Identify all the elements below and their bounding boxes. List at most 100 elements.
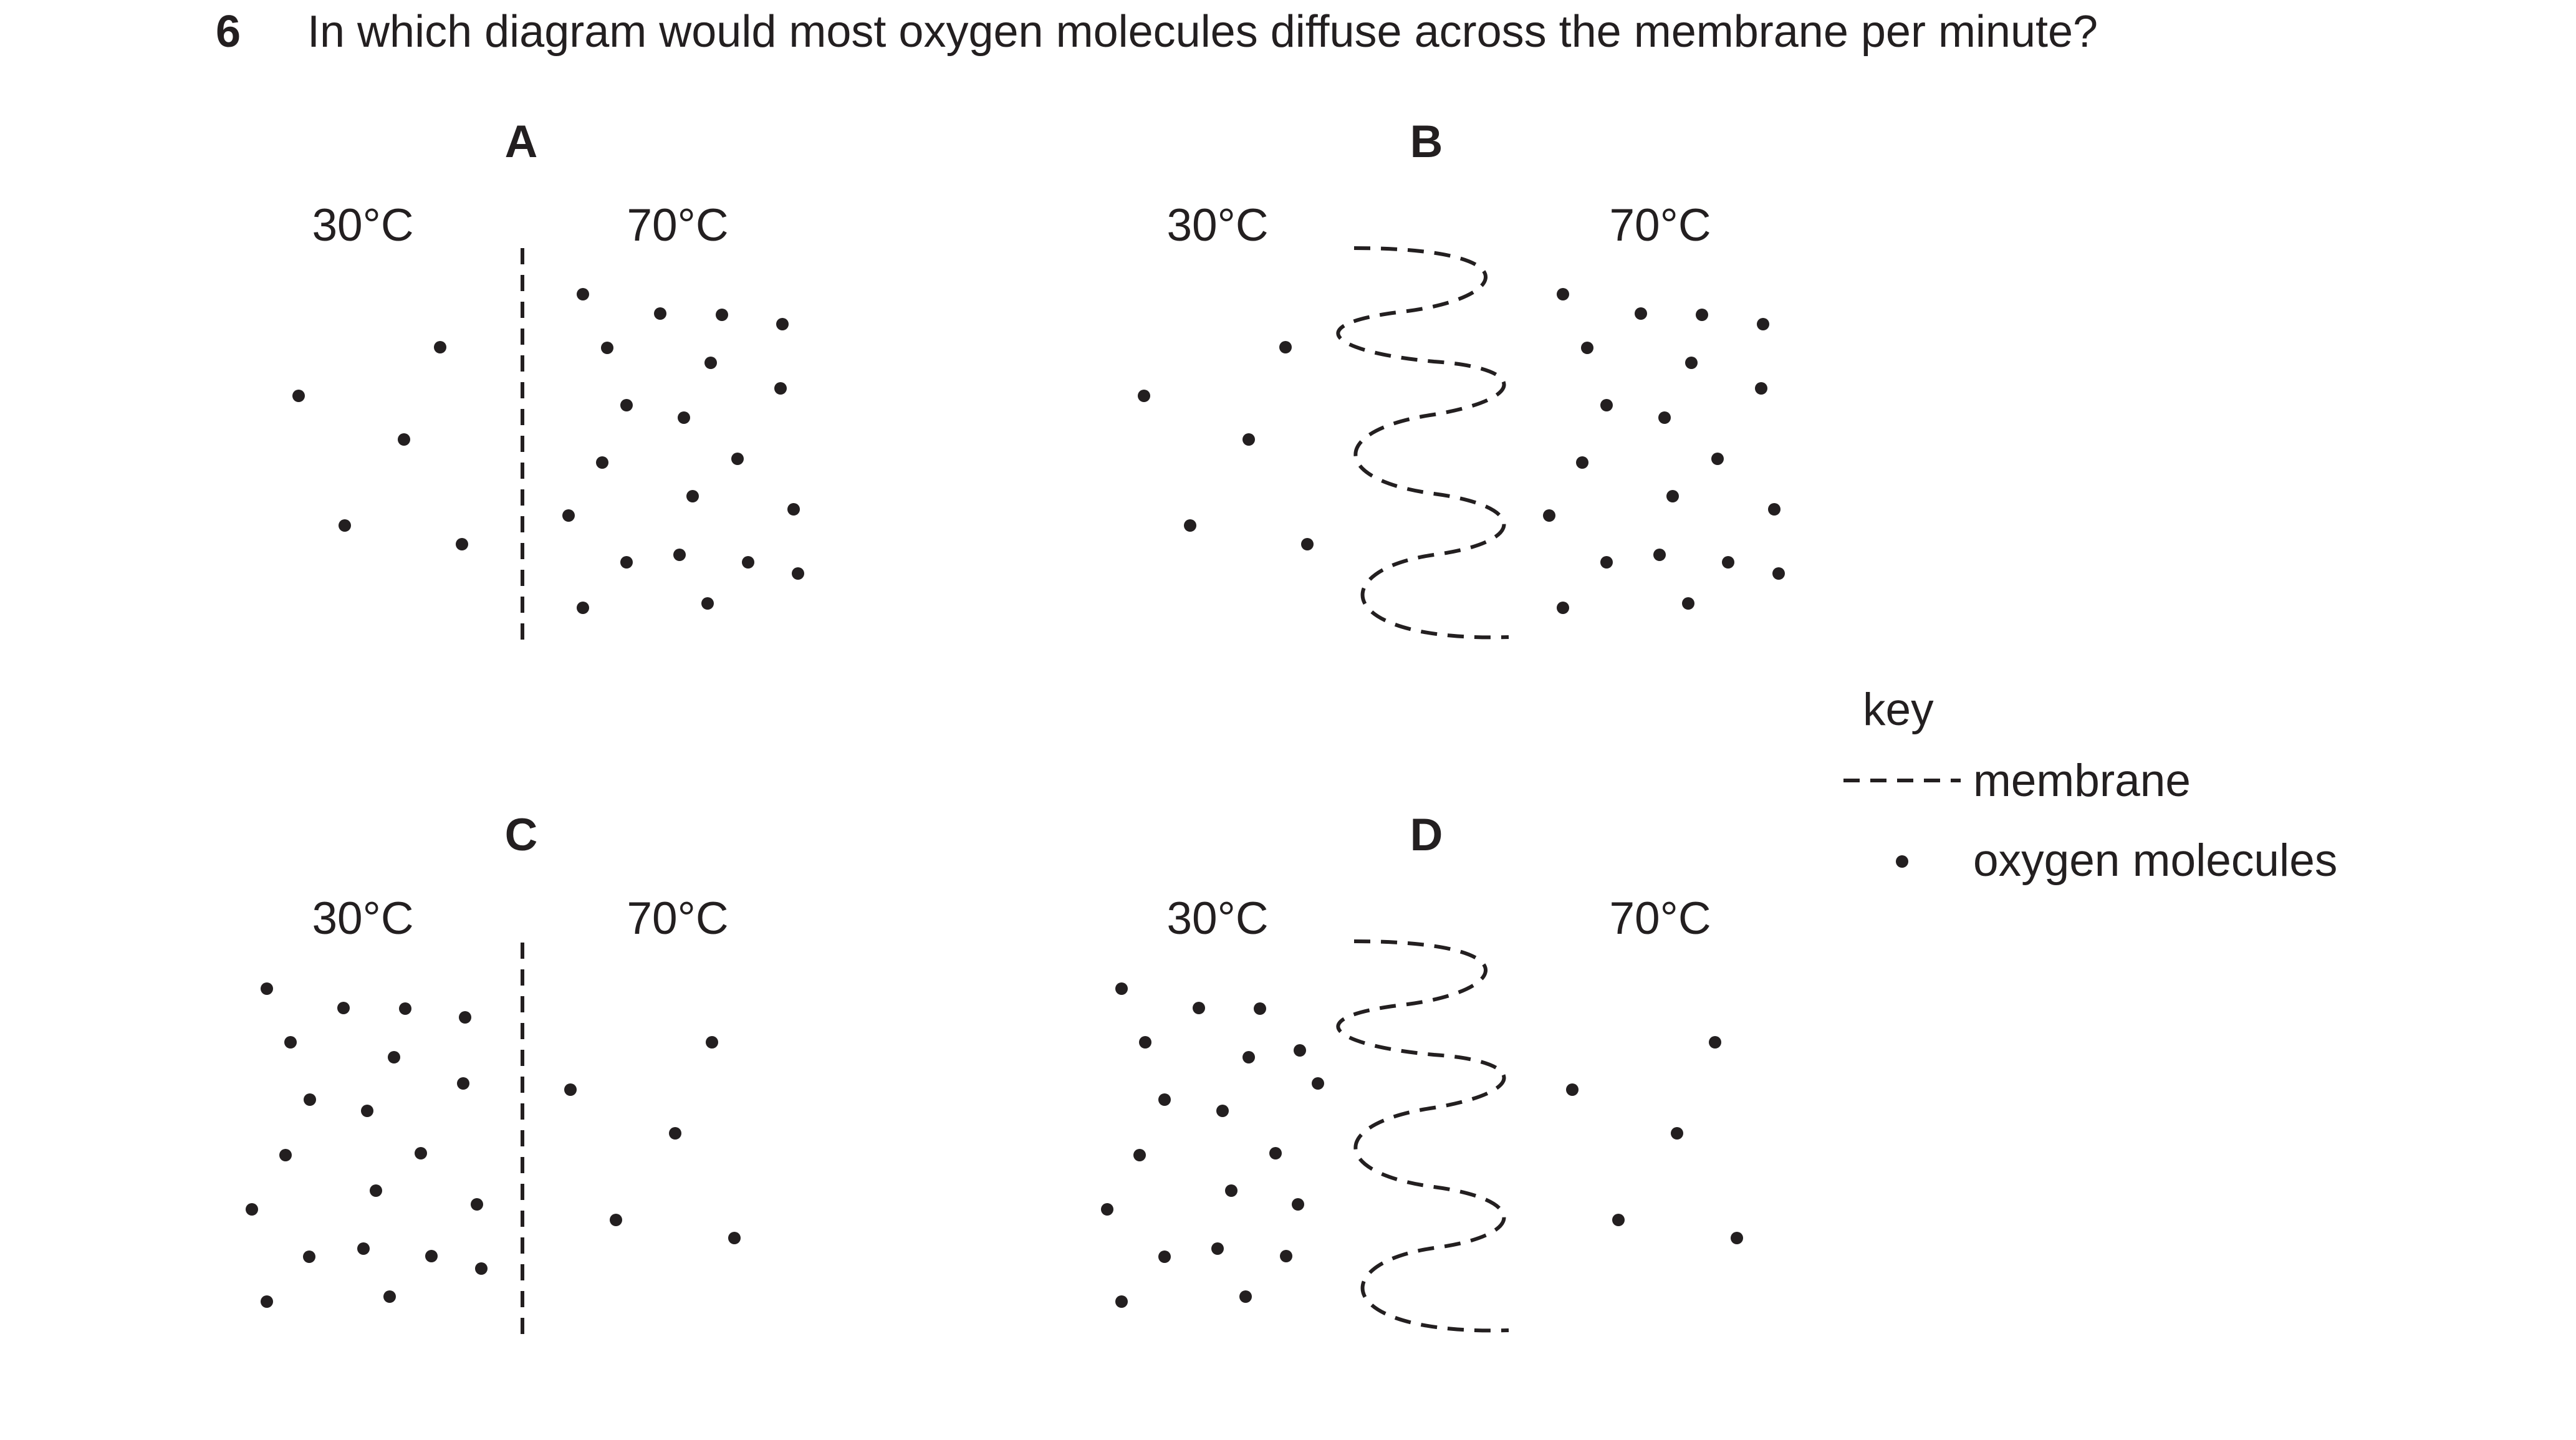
panel-c-right-molecules	[564, 1036, 741, 1244]
key-molecule-symbol	[1896, 855, 1908, 868]
oxygen-molecule	[564, 1083, 577, 1096]
panel-b-membrane	[1336, 246, 1509, 640]
oxygen-molecule	[388, 1051, 400, 1063]
panel-c: C 30°C 70°C	[246, 810, 741, 1335]
oxygen-molecule	[398, 433, 410, 446]
oxygen-molecule	[669, 1127, 681, 1140]
panel-d-left-molecules	[1101, 982, 1324, 1308]
oxygen-molecule	[1158, 1093, 1171, 1106]
oxygen-molecule	[1115, 982, 1128, 995]
oxygen-molecule	[1658, 411, 1671, 424]
panel-d: D 30°C 70°C	[1101, 810, 1743, 1333]
oxygen-molecule	[1612, 1214, 1625, 1226]
panel-d-right-temp: 70°C	[1609, 893, 1711, 944]
oxygen-molecule	[459, 1011, 471, 1024]
oxygen-molecule	[1294, 1044, 1306, 1057]
oxygen-molecule	[1543, 509, 1555, 522]
panel-b: B 30°C 70°C	[1138, 117, 1785, 640]
oxygen-molecule	[728, 1232, 741, 1244]
oxygen-molecule	[1280, 1250, 1292, 1262]
oxygen-molecule	[787, 503, 800, 516]
oxygen-molecule	[1133, 1149, 1146, 1161]
oxygen-molecule	[654, 307, 666, 320]
panel-b-right-temp: 70°C	[1609, 200, 1711, 251]
oxygen-molecule	[1581, 342, 1593, 354]
panel-letter-a: A	[505, 117, 538, 167]
oxygen-molecule	[596, 456, 608, 469]
panel-d-left-temp: 30°C	[1166, 893, 1268, 944]
oxygen-molecule	[292, 390, 305, 402]
panel-a-right-temp: 70°C	[627, 200, 728, 251]
panel-letter-b: B	[1410, 117, 1443, 167]
oxygen-molecule	[704, 357, 717, 369]
oxygen-molecule	[456, 538, 468, 550]
oxygen-molecule	[261, 1295, 273, 1308]
oxygen-molecule	[1557, 288, 1569, 300]
oxygen-molecule	[279, 1149, 292, 1161]
oxygen-molecule	[706, 1036, 718, 1049]
oxygen-molecule	[284, 1036, 297, 1049]
oxygen-molecule	[742, 556, 754, 569]
oxygen-molecule	[601, 342, 613, 354]
panel-a: A 30°C 70°C	[292, 117, 804, 642]
oxygen-molecule	[701, 597, 714, 610]
key-molecule-label: oxygen molecules	[1973, 835, 2337, 886]
oxygen-molecule	[1768, 503, 1781, 516]
oxygen-molecule	[1600, 399, 1613, 411]
key: key membrane oxygen molecules	[1843, 684, 2337, 886]
oxygen-molecule	[1242, 433, 1255, 446]
oxygen-molecule	[776, 318, 789, 330]
oxygen-molecule	[577, 288, 589, 300]
oxygen-molecule	[1269, 1147, 1282, 1159]
oxygen-molecule	[1254, 1002, 1266, 1015]
oxygen-molecule	[716, 309, 728, 321]
oxygen-molecule	[1557, 602, 1569, 614]
oxygen-molecule	[1709, 1036, 1721, 1049]
panel-a-left-temp: 30°C	[312, 200, 413, 251]
oxygen-molecule	[246, 1203, 258, 1216]
oxygen-molecule	[337, 1002, 350, 1014]
oxygen-molecule	[1211, 1242, 1224, 1255]
oxygen-molecule	[620, 399, 633, 411]
oxygen-molecule	[1666, 490, 1679, 502]
oxygen-molecule	[415, 1147, 427, 1159]
oxygen-molecule	[1184, 519, 1196, 532]
oxygen-molecule	[678, 411, 690, 424]
oxygen-molecule	[1301, 538, 1314, 550]
oxygen-molecule	[261, 982, 273, 995]
oxygen-molecule	[361, 1105, 373, 1117]
oxygen-molecule	[399, 1002, 411, 1015]
oxygen-molecule	[620, 556, 633, 569]
oxygen-molecule	[1635, 307, 1647, 320]
panel-letter-c: C	[505, 810, 538, 860]
oxygen-molecule	[1711, 453, 1724, 465]
panel-a-right-molecules	[562, 288, 804, 614]
oxygen-molecule	[774, 382, 787, 395]
panel-d-membrane	[1336, 939, 1509, 1333]
oxygen-molecule	[1722, 556, 1734, 569]
panel-b-right-molecules	[1543, 288, 1785, 614]
oxygen-molecule	[1696, 309, 1708, 321]
oxygen-molecule	[1101, 1203, 1113, 1216]
oxygen-molecule	[1138, 390, 1150, 402]
question-number: 6	[216, 7, 241, 57]
oxygen-molecule	[1772, 567, 1785, 580]
oxygen-molecule	[1158, 1250, 1171, 1263]
key-membrane-label: membrane	[1973, 756, 2191, 806]
oxygen-molecule	[1225, 1184, 1238, 1197]
oxygen-molecule	[1193, 1002, 1205, 1014]
oxygen-molecule	[1600, 556, 1613, 569]
oxygen-molecule	[1242, 1051, 1255, 1063]
oxygen-molecule	[1685, 357, 1698, 369]
oxygen-molecule	[1731, 1232, 1743, 1244]
oxygen-molecule	[1757, 318, 1769, 330]
oxygen-molecule	[686, 490, 699, 502]
panel-c-right-temp: 70°C	[627, 893, 728, 944]
oxygen-molecule	[1115, 1295, 1128, 1308]
key-title: key	[1863, 684, 1934, 735]
panel-a-left-molecules	[292, 341, 468, 550]
panel-b-left-molecules	[1138, 341, 1314, 550]
oxygen-molecule	[610, 1214, 622, 1226]
question-text: In which diagram would most oxygen molec…	[307, 7, 2098, 57]
